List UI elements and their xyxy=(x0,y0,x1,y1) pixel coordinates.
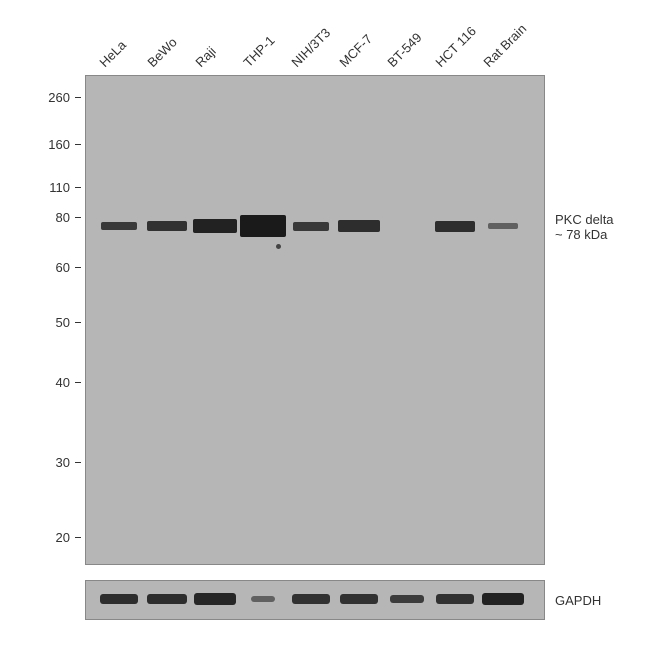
target-label-line1: PKC delta xyxy=(555,212,614,227)
main-bands-row xyxy=(96,216,536,246)
mw-marker-label: 40 xyxy=(30,375,70,390)
target-label-line2: ~ 78 kDa xyxy=(555,227,614,242)
mw-tick xyxy=(75,322,81,323)
mw-tick xyxy=(75,187,81,188)
lane-label: Raji xyxy=(192,44,218,70)
gapdh-label: GAPDH xyxy=(555,593,601,608)
gapdh-band xyxy=(100,594,138,604)
mw-tick xyxy=(75,97,81,98)
gapdh-band xyxy=(292,594,330,604)
protein-band xyxy=(193,219,237,233)
western-blot-figure: HeLa BeWo Raji THP-1 NIH/3T3MCF-7BT-549HCT 1… xyxy=(0,0,650,665)
mw-marker-label: 160 xyxy=(30,137,70,152)
gapdh-band xyxy=(194,593,236,605)
lane-label: BT-549 xyxy=(384,30,424,70)
lane-label: NIH/3T3 xyxy=(288,25,333,70)
lane-label: HeLa xyxy=(96,37,129,70)
protein-band xyxy=(240,215,286,237)
lane-label: Rat Brain xyxy=(480,21,529,70)
gapdh-blot-panel xyxy=(85,580,545,620)
mw-marker-label: 60 xyxy=(30,260,70,275)
gapdh-band xyxy=(251,596,275,602)
mw-tick xyxy=(75,462,81,463)
protein-band xyxy=(338,220,380,232)
mw-tick xyxy=(75,537,81,538)
gapdh-bands-row xyxy=(96,591,536,611)
gapdh-band xyxy=(436,594,474,604)
lane-labels-row: HeLa BeWo Raji THP-1 NIH/3T3MCF-7BT-549HCT 1… xyxy=(90,10,530,70)
gapdh-band xyxy=(340,594,378,604)
mw-marker-label: 20 xyxy=(30,530,70,545)
mw-marker-label: 30 xyxy=(30,455,70,470)
protein-band xyxy=(147,221,187,231)
lane-label: BeWo xyxy=(144,35,179,70)
mw-marker-label: 50 xyxy=(30,315,70,330)
protein-band xyxy=(488,223,518,229)
lane-label: MCF-7 xyxy=(336,31,375,70)
mw-marker-label: 110 xyxy=(30,180,70,195)
protein-band xyxy=(101,222,137,230)
target-protein-label: PKC delta ~ 78 kDa xyxy=(555,212,614,242)
gapdh-band xyxy=(482,593,524,605)
gapdh-band xyxy=(147,594,187,604)
mw-marker-label: 260 xyxy=(30,90,70,105)
mw-tick xyxy=(75,382,81,383)
mw-tick xyxy=(75,144,81,145)
gapdh-band xyxy=(390,595,424,603)
mw-marker-label: 80 xyxy=(30,210,70,225)
mw-tick xyxy=(75,267,81,268)
lane-label: HCT 116 xyxy=(432,23,479,70)
protein-band xyxy=(435,221,475,232)
blot-artifact-dot xyxy=(276,244,281,249)
lane-label: THP-1 xyxy=(240,33,277,70)
protein-band xyxy=(293,222,329,231)
main-blot-panel xyxy=(85,75,545,565)
mw-tick xyxy=(75,217,81,218)
